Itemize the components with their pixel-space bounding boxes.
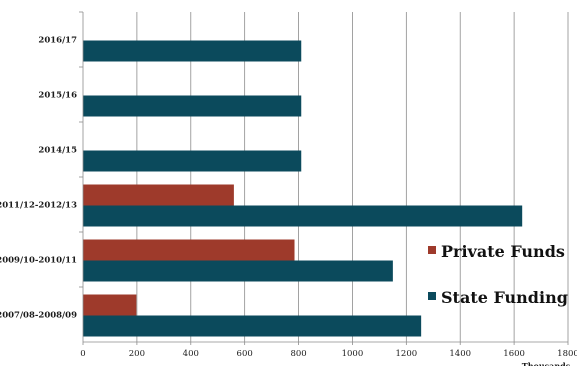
x-tick-label: 1000 — [342, 349, 364, 359]
x-tick-label: 1400 — [449, 349, 471, 359]
x-tick-label: 200 — [129, 349, 145, 359]
category-label: 2011/12-2012/13 — [0, 201, 77, 211]
legend: Private Funds State Funding — [428, 242, 568, 307]
x-axis-title: Thousands — [522, 361, 571, 366]
legend-state-funding-label: State Funding — [441, 288, 568, 307]
x-tick-label: 600 — [237, 349, 253, 359]
bar-state-funding-2 — [83, 150, 302, 172]
legend-state-funding-swatch — [428, 292, 436, 300]
category-label: 2016/17 — [38, 36, 77, 46]
x-tick-label: 1200 — [396, 349, 418, 359]
bars — [83, 40, 523, 337]
x-tick-label: 1800 — [557, 349, 577, 359]
x-tick-label: 1600 — [503, 349, 525, 359]
bar-private-funds-5 — [83, 294, 137, 316]
category-label: 2014/15 — [38, 146, 77, 156]
grid-lines — [136, 12, 569, 342]
category-label: 2015/16 — [38, 91, 77, 101]
axes: 2016/17 2015/16 2014/15 2011/12-2012/13 2009… — [0, 11, 577, 366]
bar-private-funds-3 — [83, 184, 234, 206]
bar-state-funding-5 — [83, 315, 422, 337]
bar-state-funding-0 — [83, 40, 302, 62]
x-tick-label: 0 — [80, 349, 85, 359]
legend-private-funds-swatch — [428, 246, 436, 254]
category-label: 2009/10-2010/11 — [0, 256, 77, 266]
bar-private-funds-4 — [83, 239, 295, 261]
x-tick-label: 400 — [183, 349, 199, 359]
legend-private-funds-label: Private Funds — [441, 242, 565, 261]
category-label: 2007/08-2008/09 — [0, 311, 77, 321]
bar-state-funding-4 — [83, 260, 393, 282]
x-tick-label: 800 — [290, 349, 306, 359]
bar-state-funding-3 — [83, 205, 523, 227]
bar-state-funding-1 — [83, 95, 302, 117]
